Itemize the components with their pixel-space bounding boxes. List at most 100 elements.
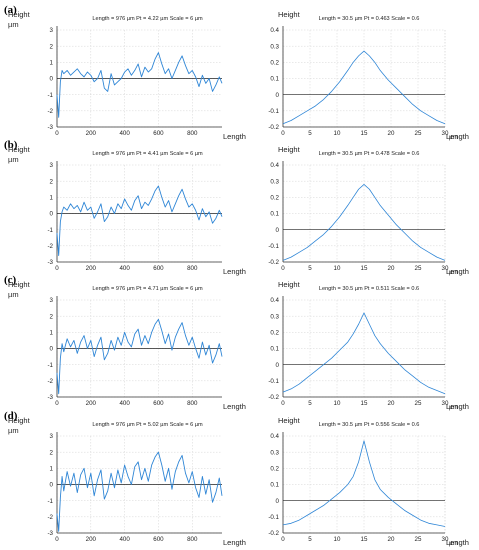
- series-line: [282, 183, 446, 261]
- y-tick-label: 0: [276, 92, 280, 99]
- x-tick-label: 10: [334, 130, 341, 137]
- x-tick-label: 800: [187, 536, 198, 543]
- y-tick-label: 1: [50, 195, 54, 202]
- y-tick-label: -1: [47, 227, 53, 234]
- chart-header: Length = 976 µm Pt = 5.02 µm Scale = 6 µ…: [92, 422, 203, 428]
- y-tick-label: 0: [50, 482, 54, 489]
- y-axis-unit: µm: [8, 20, 19, 29]
- y-tick-label: -0.1: [268, 514, 279, 521]
- y-tick-label: -0.2: [268, 394, 279, 401]
- chart-header: Length = 30.5 µm Pt = 0.478 Scale = 0.6: [319, 151, 420, 157]
- y-tick-label: -3: [47, 530, 53, 537]
- y-tick-label: 0.1: [270, 346, 279, 353]
- y-tick-label: 1: [50, 330, 54, 337]
- x-tick-label: 600: [153, 265, 164, 272]
- x-axis-title: Length: [223, 267, 246, 276]
- x-tick-label: 5: [308, 265, 312, 272]
- y-tick-label: 0.2: [270, 195, 279, 202]
- y-axis-unit: µm: [8, 426, 19, 435]
- y-axis-title: Height: [278, 280, 301, 289]
- series-line: [56, 185, 223, 256]
- autocorrelation-chart: Length = 30.5 µm Pt = 0.478 Scale = 0.6 H…: [268, 145, 469, 276]
- x-tick-label: 200: [86, 536, 97, 543]
- x-tick-label: 0: [55, 400, 59, 407]
- x-tick-label: 0: [281, 536, 285, 543]
- y-axis-title: Height: [8, 280, 31, 289]
- y-tick-label: 0.1: [270, 76, 279, 83]
- panel-a: (a) Length = 976 µm Pt = 4.22 µm Scale = …: [4, 4, 469, 141]
- x-tick-label: 10: [334, 265, 341, 272]
- y-tick-label: 0.3: [270, 313, 279, 320]
- x-tick-label: 0: [55, 536, 59, 543]
- y-tick-label: 2: [50, 313, 54, 320]
- panel-label: (d): [4, 410, 18, 422]
- y-tick-label: -0.2: [268, 530, 279, 537]
- x-tick-label: 400: [119, 400, 130, 407]
- y-tick-label: 0: [276, 362, 280, 369]
- x-tick-label: 15: [361, 536, 368, 543]
- y-tick-label: 0: [50, 211, 54, 218]
- y-tick-label: 0.4: [270, 433, 279, 440]
- x-axis-title: Length: [446, 132, 469, 141]
- x-tick-label: 600: [153, 130, 164, 137]
- x-tick-label: 30: [442, 130, 449, 137]
- autocorrelation-chart: Length = 30.5 µm Pt = 0.511 Scale = 0.6 H…: [268, 280, 469, 411]
- y-tick-label: -3: [47, 259, 53, 266]
- y-tick-label: -0.1: [268, 108, 279, 115]
- series-line: [282, 312, 446, 395]
- y-axis-unit: µm: [8, 155, 19, 164]
- series-line: [56, 52, 223, 118]
- autocorrelation-chart: Length = 30.5 µm Pt = 0.556 Scale = 0.6 H…: [268, 416, 469, 547]
- y-tick-label: 0.1: [270, 482, 279, 489]
- x-tick-label: 5: [308, 130, 312, 137]
- panel-label: (b): [4, 139, 18, 151]
- panel-d: (d) Length = 976 µm Pt = 5.02 µm Scale = …: [4, 410, 469, 547]
- chart-header: Length = 30.5 µm Pt = 0.511 Scale = 0.6: [319, 286, 419, 292]
- chart-header: Length = 976 µm Pt = 4.41 µm Scale = 6 µ…: [92, 151, 203, 157]
- y-tick-label: 3: [50, 27, 54, 34]
- x-tick-label: 400: [119, 130, 130, 137]
- x-tick-label: 800: [187, 130, 198, 137]
- series-line: [56, 451, 223, 532]
- series-line: [282, 50, 446, 125]
- y-tick-label: 2: [50, 43, 54, 50]
- y-tick-label: -1: [47, 92, 53, 99]
- x-axis-unit: µm: [449, 540, 458, 547]
- x-tick-label: 400: [119, 536, 130, 543]
- y-tick-label: 2: [50, 449, 54, 456]
- chart-header: Length = 976 µm Pt = 4.71 µm Scale = 6 µ…: [92, 286, 203, 292]
- x-tick-label: 800: [187, 400, 198, 407]
- y-tick-label: 0.2: [270, 466, 279, 473]
- y-tick-label: 0: [276, 227, 280, 234]
- y-tick-label: 3: [50, 162, 54, 169]
- chart-header: Length = 30.5 µm Pt = 0.463 Scale = 0.6: [319, 16, 420, 22]
- y-tick-label: 1: [50, 466, 54, 473]
- x-axis-title: Length: [446, 267, 469, 276]
- x-tick-label: 200: [86, 400, 97, 407]
- x-axis-unit: µm: [449, 404, 458, 411]
- y-tick-label: 0: [50, 346, 54, 353]
- profile-chart: Length = 976 µm Pt = 4.71 µm Scale = 6 µ…: [8, 280, 246, 411]
- y-tick-label: 0.4: [270, 297, 279, 304]
- panel-b: (b) Length = 976 µm Pt = 4.41 µm Scale = …: [4, 139, 469, 276]
- y-tick-label: -2: [47, 378, 53, 385]
- x-tick-label: 25: [415, 265, 422, 272]
- x-axis-title: Length: [223, 132, 246, 141]
- panel-label: (c): [4, 274, 17, 286]
- y-tick-label: -2: [47, 108, 53, 115]
- y-tick-label: 0.3: [270, 43, 279, 50]
- y-tick-label: 0.3: [270, 449, 279, 456]
- y-tick-label: 2: [50, 178, 54, 185]
- profile-chart: Length = 976 µm Pt = 5.02 µm Scale = 6 µ…: [8, 416, 246, 547]
- x-tick-label: 200: [86, 265, 97, 272]
- x-tick-label: 0: [281, 130, 285, 137]
- y-tick-label: 3: [50, 297, 54, 304]
- profile-chart: Length = 976 µm Pt = 4.22 µm Scale = 6 µ…: [8, 10, 246, 141]
- y-tick-label: 1: [50, 60, 54, 67]
- x-tick-label: 20: [388, 536, 395, 543]
- series-line: [282, 440, 446, 527]
- y-tick-label: 0: [50, 76, 54, 83]
- y-tick-label: -0.1: [268, 243, 279, 250]
- y-axis-title: Height: [8, 416, 31, 425]
